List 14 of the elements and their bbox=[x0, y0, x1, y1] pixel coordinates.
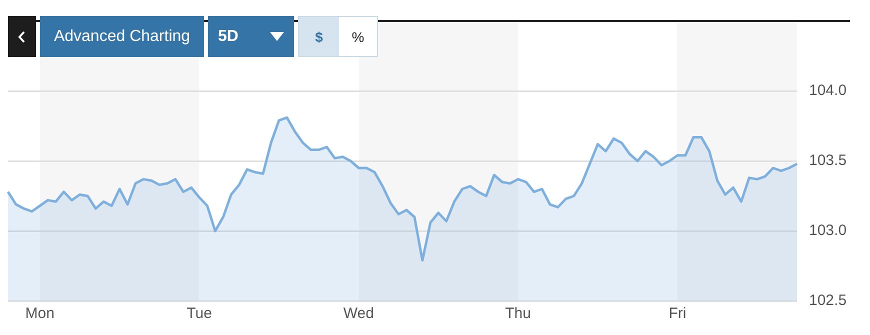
percent-toggle: % bbox=[339, 17, 377, 56]
y-tick-label: 102.5 bbox=[809, 292, 847, 310]
x-tick-label: Wed bbox=[343, 305, 374, 322]
y-tick-label: 104.0 bbox=[809, 82, 847, 100]
chart-button: Advanced Charting bbox=[40, 16, 204, 57]
x-tick-label: Tue bbox=[186, 305, 212, 322]
range-dropdown: 5D bbox=[208, 16, 294, 57]
x-tick-label: Mon bbox=[25, 305, 54, 322]
x-tick-label: Thu bbox=[505, 305, 531, 322]
x-tick-label: Fri bbox=[668, 305, 686, 322]
annotation: 5D bbox=[218, 28, 238, 46]
currency-toggle: $ bbox=[299, 17, 339, 56]
y-tick-label: 103.5 bbox=[809, 152, 847, 170]
y-tick-label: 103.0 bbox=[809, 222, 847, 240]
